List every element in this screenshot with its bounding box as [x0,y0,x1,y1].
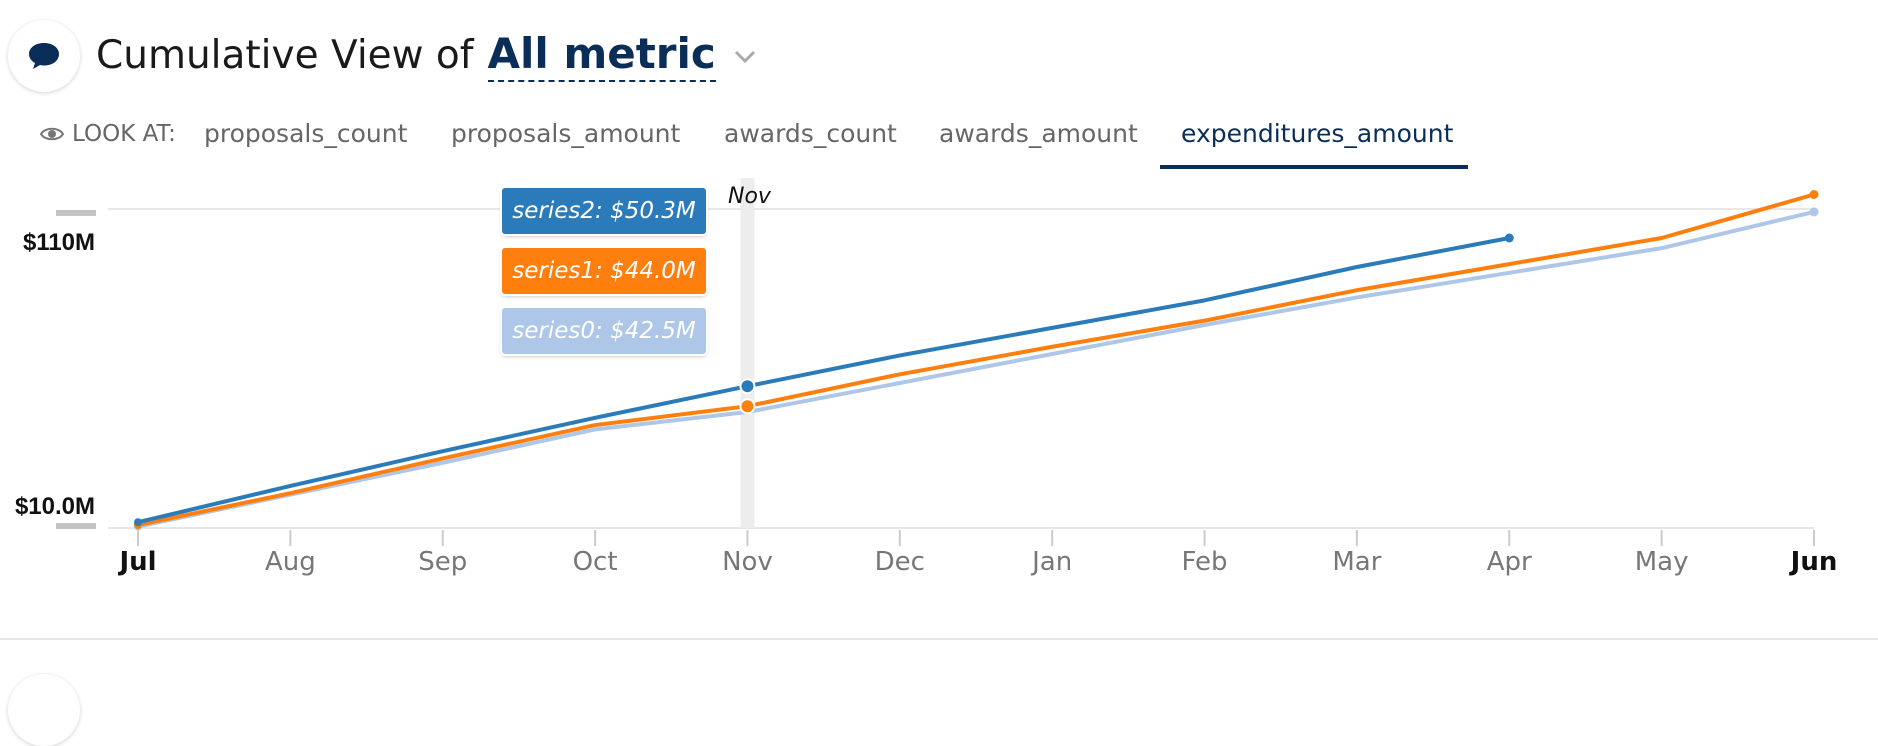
eye-icon [40,127,64,141]
title-prefix: Cumulative View of [96,33,474,78]
x-tick-label: Sep [418,547,467,577]
x-tick-label: Oct [573,547,618,577]
x-tick-label: May [1635,547,1689,577]
tab-awards-count[interactable]: awards_count [724,119,897,148]
metric-selector[interactable]: All metric [487,30,716,82]
tab-awards-amount[interactable]: awards_amount [939,119,1138,148]
look-at-bar: LOOK AT: proposals_count proposals_amoun… [40,116,1540,172]
hover-point-series1[interactable] [739,398,756,415]
x-tick-label: Jun [1789,547,1838,577]
x-tick-label: Jul [117,547,156,577]
tooltip-series1: series1: $44.0M [502,248,706,294]
series-end-point-series2 [1504,233,1514,243]
page-title: Cumulative View of All metric [96,30,756,90]
y-tick-label-min: $10.0M [15,493,95,520]
chevron-down-icon[interactable] [734,50,756,64]
x-tick-label: Aug [265,547,316,577]
x-tick-label: Feb [1182,547,1228,577]
y-tick-label-max: $110M [23,229,95,256]
active-tab-underline [1160,165,1468,169]
tab-proposals-count[interactable]: proposals_count [204,119,408,148]
tab-proposals-amount[interactable]: proposals_amount [451,119,681,148]
hover-category-label: Nov [728,184,772,209]
x-tick-label: Nov [722,547,773,577]
look-at-text: LOOK AT: [72,121,176,147]
tab-expenditures-amount[interactable]: expenditures_amount [1181,119,1454,148]
series-start-point-series2 [134,518,142,527]
x-tick-label: Dec [875,547,925,577]
line-chart: Nov $110M $10.0M Jul Aug Sep Oct Nov Dec Jan Feb M… [15,178,1838,577]
next-section-button[interactable] [8,674,80,746]
hover-band [740,178,755,528]
series-line-series0 [137,209,1815,529]
series-line-series2 [137,236,1510,525]
comment-button[interactable] [8,20,80,92]
hover-point-series2[interactable] [739,378,756,395]
x-tick-label: Apr [1487,547,1532,577]
speech-bubble-icon [29,43,59,69]
x-tick-label: Jan [1030,547,1072,577]
look-at-label: LOOK AT: [40,116,176,152]
x-tick-label: Mar [1332,547,1381,577]
tooltip-series2: series2: $50.3M [502,188,706,234]
series-end-point-series1 [1809,190,1819,199]
tooltip-series0: series0: $42.5M [502,308,706,354]
chart-header: Cumulative View of All metric [0,0,1878,118]
section-divider [0,638,1878,640]
series-end-point-series0 [1809,207,1819,217]
series-line-series1 [137,192,1815,528]
